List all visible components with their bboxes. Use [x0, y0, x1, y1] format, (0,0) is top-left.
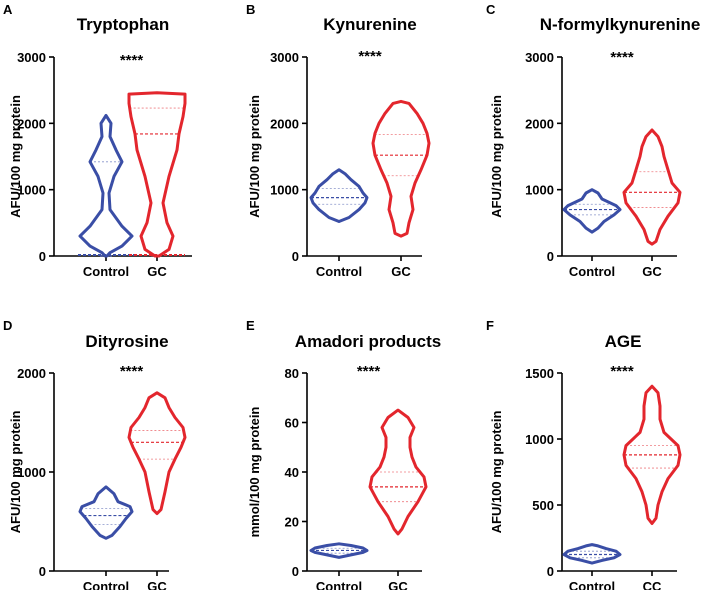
- panel-letter: A: [3, 2, 13, 17]
- violin-outline: [622, 384, 682, 525]
- chart-title: Dityrosine: [85, 332, 168, 351]
- x-tick-label: GC: [391, 264, 411, 279]
- violin-control: [562, 543, 622, 565]
- y-tick-label: 0: [39, 564, 46, 579]
- x-tick-label: Control: [83, 264, 129, 279]
- violin-control: [309, 542, 369, 559]
- y-tick-label: 2000: [270, 116, 299, 131]
- significance-label: ****: [610, 49, 634, 66]
- violin-outline: [562, 543, 622, 565]
- significance-label: ****: [120, 52, 144, 69]
- significance-label: ****: [120, 363, 144, 380]
- y-tick-label: 60: [285, 416, 299, 431]
- y-tick-label: 0: [292, 564, 299, 579]
- violin-control: [309, 168, 369, 223]
- y-tick-label: 500: [532, 498, 554, 513]
- panel-e: E Amadori products mmol/100 mg protein 0 20 4…: [246, 318, 441, 590]
- panel-letter: F: [486, 318, 494, 333]
- y-tick-label: 2000: [17, 366, 46, 381]
- x-tick-label: Control: [316, 264, 362, 279]
- y-tick-label: 1000: [525, 432, 554, 447]
- y-tick-label: 2000: [525, 116, 554, 131]
- panel-letter: D: [3, 318, 12, 333]
- axes: 0 1000 2000 3000 Control GC: [17, 50, 192, 279]
- x-tick-label: GC: [388, 579, 408, 590]
- panel-letter: C: [486, 2, 496, 17]
- y-tick-label: 1500: [525, 366, 554, 381]
- chart-title: Amadori products: [295, 332, 441, 351]
- panel-b: B Kynurenine AFU/100 mg protein 0 1000 2000 30…: [246, 2, 431, 279]
- y-tick-label: 20: [285, 515, 299, 530]
- y-tick-label: 0: [547, 249, 554, 264]
- y-tick-label: 40: [285, 465, 299, 480]
- axes: 0 1000 2000 3000 Control GC: [270, 50, 422, 279]
- violin-outline: [371, 99, 431, 238]
- panel-f: F AGE AFU/100 mg protein 0 500 1000 1500 Contro…: [486, 318, 682, 590]
- violin-control: [78, 113, 134, 258]
- violin-gc: [622, 128, 682, 246]
- y-tick-label: 1000: [17, 465, 46, 480]
- significance-label: ****: [610, 363, 634, 380]
- violin-outline: [562, 188, 622, 234]
- y-tick-label: 1000: [17, 183, 46, 198]
- panel-letter: B: [246, 2, 255, 17]
- y-axis-label: AFU/100 mg protein: [8, 411, 23, 534]
- significance-label: ****: [358, 48, 382, 65]
- x-tick-label: GC: [147, 264, 167, 279]
- violin-gc: [127, 91, 187, 258]
- y-tick-label: 80: [285, 366, 299, 381]
- x-tick-label: GC: [642, 264, 662, 279]
- panel-d: D Dityrosine AFU/100 mg protein 0 1000 2000 Co…: [3, 318, 187, 590]
- x-tick-label: CC: [643, 579, 662, 590]
- axes: 0 1000 2000 3000 Control GC: [525, 50, 677, 279]
- x-tick-label: Control: [569, 264, 615, 279]
- x-tick-label: Control: [569, 579, 615, 590]
- y-tick-label: 1000: [525, 183, 554, 198]
- violin-outline: [78, 113, 134, 258]
- y-tick-label: 1000: [270, 183, 299, 198]
- y-tick-label: 3000: [525, 50, 554, 65]
- violin-outline: [622, 128, 682, 246]
- violin-outline: [309, 168, 369, 223]
- y-tick-label: 2000: [17, 116, 46, 131]
- axes: 0 20 40 60 80 Control GC: [285, 366, 422, 590]
- violin-gc: [127, 391, 187, 516]
- y-tick-label: 3000: [270, 50, 299, 65]
- y-tick-label: 3000: [17, 50, 46, 65]
- significance-label: ****: [357, 363, 381, 380]
- y-axis-label: AFU/100 mg protein: [489, 95, 504, 218]
- x-tick-label: Control: [83, 579, 129, 590]
- y-tick-label: 0: [547, 564, 554, 579]
- chart-title: Tryptophan: [77, 15, 170, 34]
- panel-a: A Tryptophan AFU/100 mg protein 0 1000 2000 30…: [3, 2, 192, 279]
- violin-outline: [368, 408, 428, 536]
- violin-control: [78, 485, 134, 540]
- violin-outline: [127, 391, 187, 516]
- y-axis-label: AFU/100 mg protein: [247, 95, 262, 218]
- x-tick-label: Control: [316, 579, 362, 590]
- axes: 0 1000 2000 Control GC: [17, 366, 169, 590]
- violin-cc: [622, 384, 682, 525]
- violin-outline: [78, 485, 134, 540]
- y-axis-label: AFU/100 mg protein: [8, 95, 23, 218]
- y-tick-label: 0: [292, 249, 299, 264]
- panel-c: C N-formylkynurenine AFU/100 mg protein 0 10…: [486, 2, 700, 279]
- y-axis-label: AFU/100 mg protein: [489, 411, 504, 534]
- violin-outline: [127, 91, 187, 258]
- violin-gc: [371, 99, 431, 238]
- violin-gc: [368, 408, 428, 536]
- x-tick-label: GC: [147, 579, 167, 590]
- chart-title: N-formylkynurenine: [540, 15, 701, 34]
- violin-control: [562, 188, 622, 234]
- axes: 0 500 1000 1500 Control CC: [525, 366, 677, 590]
- panel-letter: E: [246, 318, 255, 333]
- chart-title: Kynurenine: [323, 15, 417, 34]
- y-tick-label: 0: [39, 249, 46, 264]
- chart-title: AGE: [605, 332, 642, 351]
- violin-outline: [309, 542, 369, 559]
- y-axis-label: mmol/100 mg protein: [247, 407, 262, 538]
